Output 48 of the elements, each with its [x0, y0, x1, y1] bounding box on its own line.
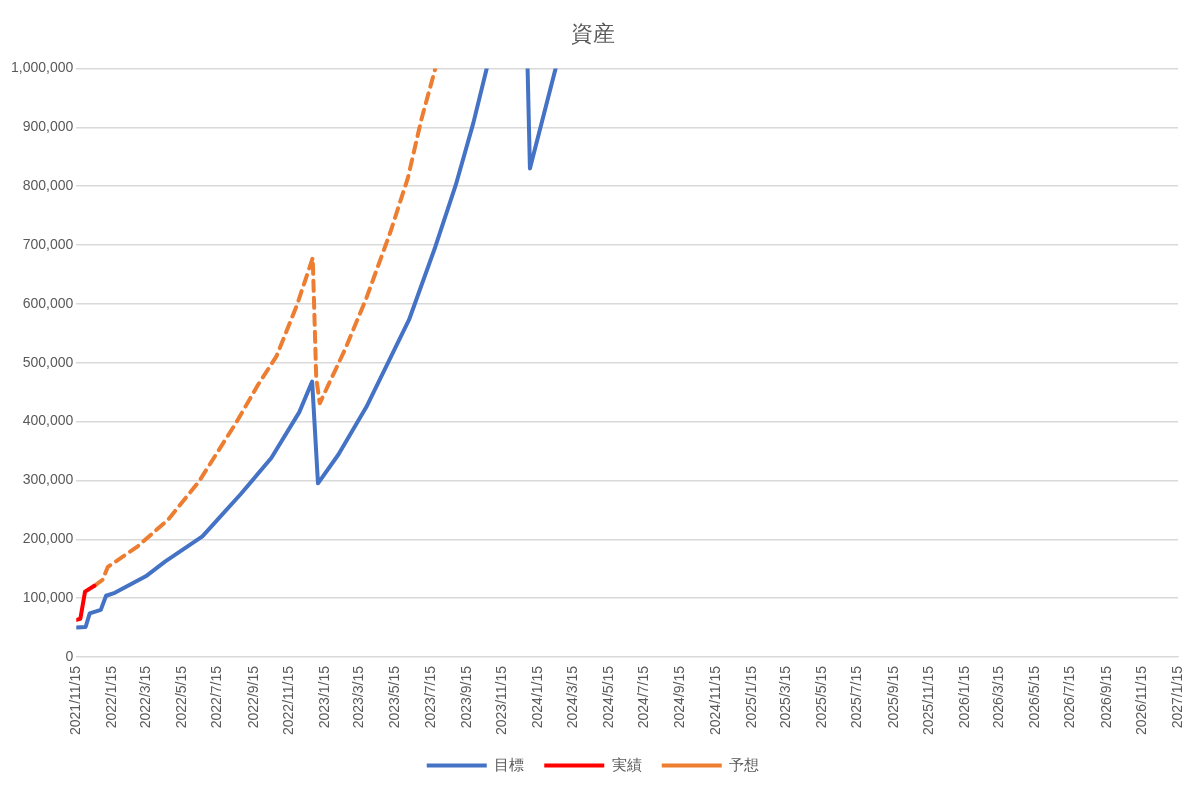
x-tick-label: 2024/7/15 — [635, 665, 652, 729]
x-tick-label: 2023/5/15 — [385, 665, 402, 729]
chart-title: 資産 — [571, 21, 615, 47]
legend-label: 実績 — [611, 755, 642, 773]
x-tick-label: 2025/5/15 — [812, 665, 829, 729]
y-tick-label: 700,000 — [22, 235, 74, 252]
y-tick-label: 600,000 — [22, 294, 74, 311]
y-tick-label: 800,000 — [22, 176, 74, 193]
y-tick-label: 400,000 — [22, 412, 74, 429]
line-series — [92, 68, 438, 588]
legend-label: 予想 — [729, 755, 760, 773]
x-tick-label: 2022/1/15 — [102, 665, 119, 729]
y-tick-label: 200,000 — [22, 530, 74, 547]
x-tick-label: 2024/1/15 — [528, 665, 545, 729]
x-tick-label: 2026/9/15 — [1097, 665, 1114, 729]
x-tick-label: 2026/1/15 — [955, 665, 972, 729]
x-tick-label: 2022/3/15 — [137, 665, 154, 729]
x-tick-label: 2022/9/15 — [244, 665, 261, 729]
x-tick-label: 2025/9/15 — [884, 665, 901, 729]
x-tick-label: 2024/3/15 — [563, 665, 580, 729]
x-tick-label: 2023/11/15 — [493, 665, 510, 735]
x-tick-label: 2027/1/15 — [1168, 665, 1185, 729]
y-tick-label: 100,000 — [22, 588, 74, 605]
y-tick-label: 1,000,000 — [10, 59, 74, 76]
x-tick-label: 2023/7/15 — [421, 665, 438, 729]
x-tick-label: 2026/3/15 — [990, 665, 1007, 729]
y-tick-label: 500,000 — [22, 353, 74, 370]
x-tick-label: 2022/5/15 — [172, 665, 189, 729]
x-tick-label: 2021/11/15 — [67, 665, 84, 735]
x-tick-label: 2026/5/15 — [1025, 665, 1042, 729]
legend-label: 目標 — [494, 755, 525, 773]
y-tick-label: 300,000 — [22, 471, 74, 488]
y-tick-label: 0 — [65, 647, 74, 664]
x-tick-label: 2024/11/15 — [707, 665, 724, 735]
x-tick-label: 2024/5/15 — [599, 665, 616, 729]
x-tick-label: 2026/7/15 — [1061, 665, 1078, 729]
x-tick-label: 2025/11/15 — [920, 665, 937, 735]
x-tick-label: 2022/11/15 — [280, 665, 297, 735]
x-tick-label: 2025/3/15 — [777, 665, 794, 729]
x-tick-label: 2024/9/15 — [671, 665, 688, 729]
x-tick-label: 2023/9/15 — [457, 665, 474, 729]
x-tick-label: 2026/11/15 — [1133, 665, 1150, 735]
y-tick-label: 900,000 — [22, 118, 74, 135]
x-tick-label: 2025/1/15 — [742, 665, 759, 729]
x-tick-label: 2023/3/15 — [350, 665, 367, 729]
x-tick-label: 2023/1/15 — [315, 665, 332, 729]
x-tick-label: 2022/7/15 — [208, 665, 225, 729]
x-tick-label: 2025/7/15 — [848, 665, 865, 729]
